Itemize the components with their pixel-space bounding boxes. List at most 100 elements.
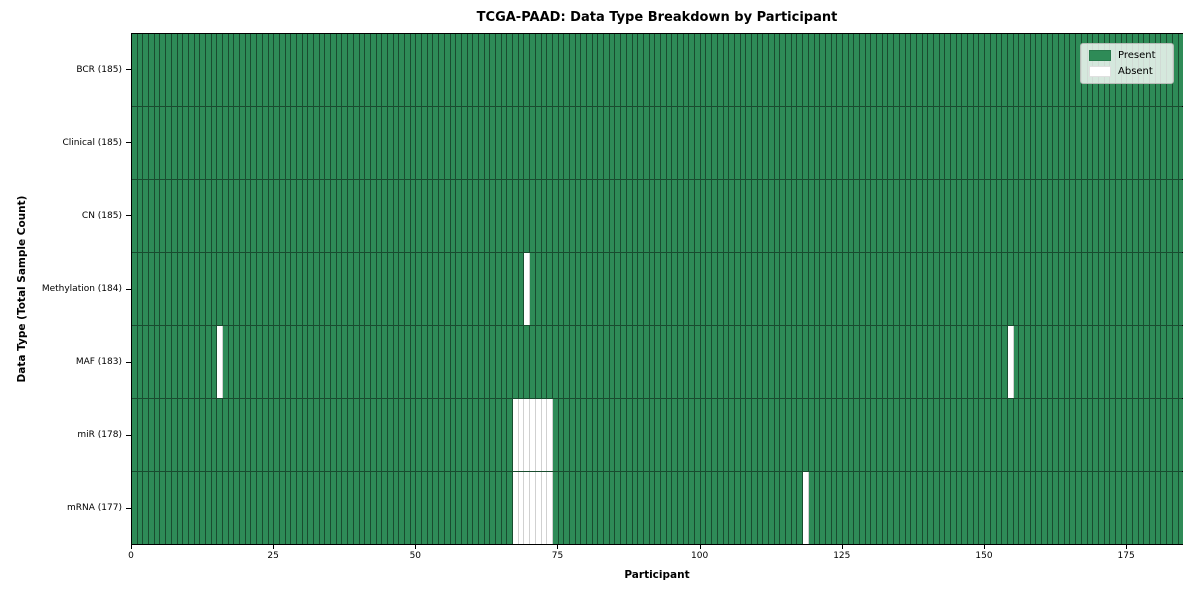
heatmap-cell	[234, 180, 241, 252]
heatmap-cell	[274, 326, 280, 398]
heatmap-cell	[700, 472, 707, 544]
heatmap-cell	[393, 107, 400, 179]
heatmap-cell	[678, 472, 684, 544]
heatmap-cell	[478, 34, 485, 106]
heatmap-cell	[899, 107, 906, 179]
heatmap-cell	[1172, 472, 1179, 544]
heatmap-cell	[820, 472, 826, 544]
heatmap-cell	[683, 326, 690, 398]
heatmap-cell	[319, 253, 326, 325]
heatmap-cell	[1013, 472, 1020, 544]
heatmap-cell	[1064, 399, 1071, 471]
heatmap-cell	[473, 253, 479, 325]
heatmap-cell	[1104, 472, 1111, 544]
heatmap-cell	[240, 34, 246, 106]
heatmap-cell	[478, 472, 485, 544]
heatmap-cell	[695, 34, 701, 106]
heatmap-cell	[962, 180, 969, 252]
heatmap-cell	[547, 180, 553, 252]
heatmap-cell	[376, 326, 383, 398]
heatmap-cell	[814, 34, 821, 106]
heatmap-cell	[530, 253, 536, 325]
heatmap-cell	[706, 472, 713, 544]
heatmap-cell	[683, 472, 690, 544]
heatmap-cell	[558, 107, 565, 179]
heatmap-cell	[962, 399, 969, 471]
heatmap-cell	[769, 399, 775, 471]
heatmap-cell	[626, 253, 633, 325]
heatmap-cell	[700, 180, 707, 252]
heatmap-cell	[149, 472, 155, 544]
heatmap-cell	[490, 472, 496, 544]
heatmap-cell	[951, 253, 957, 325]
heatmap-cell	[1178, 34, 1184, 106]
heatmap-cell	[660, 253, 667, 325]
heatmap-cell	[712, 326, 718, 398]
heatmap-cell	[530, 326, 536, 398]
heatmap-cell	[882, 34, 889, 106]
heatmap-cell	[240, 472, 246, 544]
heatmap-cell	[473, 107, 479, 179]
heatmap-cell	[643, 326, 650, 398]
heatmap-cell	[786, 180, 792, 252]
heatmap-cell	[1121, 107, 1128, 179]
heatmap-cell	[308, 107, 314, 179]
heatmap-cell	[626, 472, 633, 544]
heatmap-cell	[484, 326, 491, 398]
heatmap-cell	[1121, 472, 1128, 544]
heatmap-cell	[513, 472, 519, 544]
heatmap-cell	[399, 34, 405, 106]
heatmap-cell	[1024, 180, 1031, 252]
heatmap-cell	[160, 472, 167, 544]
heatmap-cell	[1144, 180, 1151, 252]
heatmap-cell	[211, 34, 218, 106]
heatmap-cell	[888, 326, 895, 398]
heatmap-cell	[1007, 326, 1014, 398]
heatmap-cell	[968, 326, 974, 398]
heatmap-cell	[1161, 253, 1168, 325]
heatmap-cell	[336, 472, 343, 544]
heatmap-cell	[751, 326, 758, 398]
heatmap-cell	[854, 34, 860, 106]
heatmap-cell	[410, 34, 417, 106]
heatmap-cell	[450, 399, 457, 471]
heatmap-cell	[507, 253, 514, 325]
heatmap-cell	[376, 253, 383, 325]
heatmap-cell	[257, 399, 263, 471]
x-tick-mark	[131, 545, 132, 549]
heatmap-cell	[933, 253, 940, 325]
heatmap-cell	[370, 472, 377, 544]
heatmap-cell	[473, 399, 479, 471]
heatmap-cell	[217, 399, 223, 471]
heatmap-cell	[723, 326, 730, 398]
heatmap-cell	[251, 253, 258, 325]
heatmap-row-mir	[132, 399, 1184, 472]
heatmap-cell	[348, 326, 354, 398]
heatmap-cell	[1019, 180, 1025, 252]
heatmap-cell	[461, 107, 468, 179]
heatmap-cell	[376, 34, 383, 106]
heatmap-cell	[837, 253, 843, 325]
legend-item-absent: Absent	[1089, 66, 1165, 77]
heatmap-cell	[501, 180, 508, 252]
heatmap-cell	[223, 472, 229, 544]
heatmap-cell	[797, 253, 804, 325]
heatmap-cell	[996, 472, 1003, 544]
heatmap-cell	[262, 253, 269, 325]
heatmap-cell	[291, 253, 297, 325]
heatmap-cell	[405, 34, 411, 106]
heatmap-cell	[626, 107, 633, 179]
heatmap-cell	[660, 472, 667, 544]
heatmap-cell	[922, 253, 929, 325]
heatmap-cell	[996, 180, 1003, 252]
heatmap-cell	[387, 253, 394, 325]
heatmap-cell	[382, 34, 388, 106]
heatmap-cell	[188, 253, 195, 325]
heatmap-cell	[1024, 326, 1031, 398]
heatmap-cell	[467, 399, 474, 471]
heatmap-cell	[274, 180, 280, 252]
heatmap-cell	[348, 34, 354, 106]
heatmap-cell	[166, 107, 172, 179]
heatmap-cell	[723, 399, 730, 471]
heatmap-cell	[501, 253, 508, 325]
